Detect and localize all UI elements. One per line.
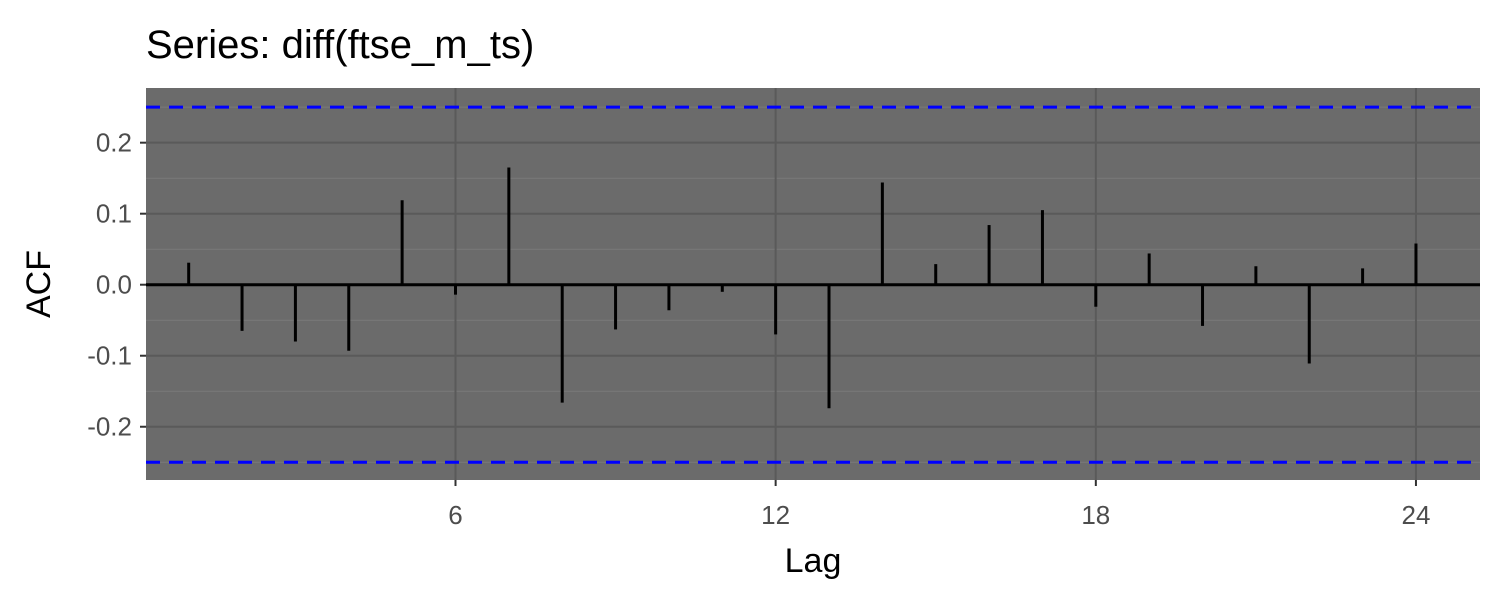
x-tick-label: 24 [1402, 500, 1431, 530]
x-tick-label: 12 [761, 500, 790, 530]
y-tick-label: 0.1 [96, 199, 132, 229]
x-tick-label: 18 [1081, 500, 1110, 530]
x-axis-label: Lag [785, 542, 842, 580]
y-tick-label: 0.0 [96, 270, 132, 300]
y-tick-label: -0.2 [87, 412, 132, 442]
confidence-bounds [146, 105, 1480, 464]
y-axis-ticks: 0.2 0.1 0.0 -0.1 -0.2 [87, 128, 146, 442]
chart-title: Series: diff(ftse_m_ts) [146, 23, 534, 67]
y-axis-label: ACF [20, 250, 58, 318]
acf-spikes [146, 167, 1480, 409]
y-tick-label: -0.1 [87, 341, 132, 371]
y-tick-label: 0.2 [96, 128, 132, 158]
x-tick-label: 6 [448, 500, 462, 530]
x-axis-ticks: 6 12 18 24 [448, 480, 1430, 530]
